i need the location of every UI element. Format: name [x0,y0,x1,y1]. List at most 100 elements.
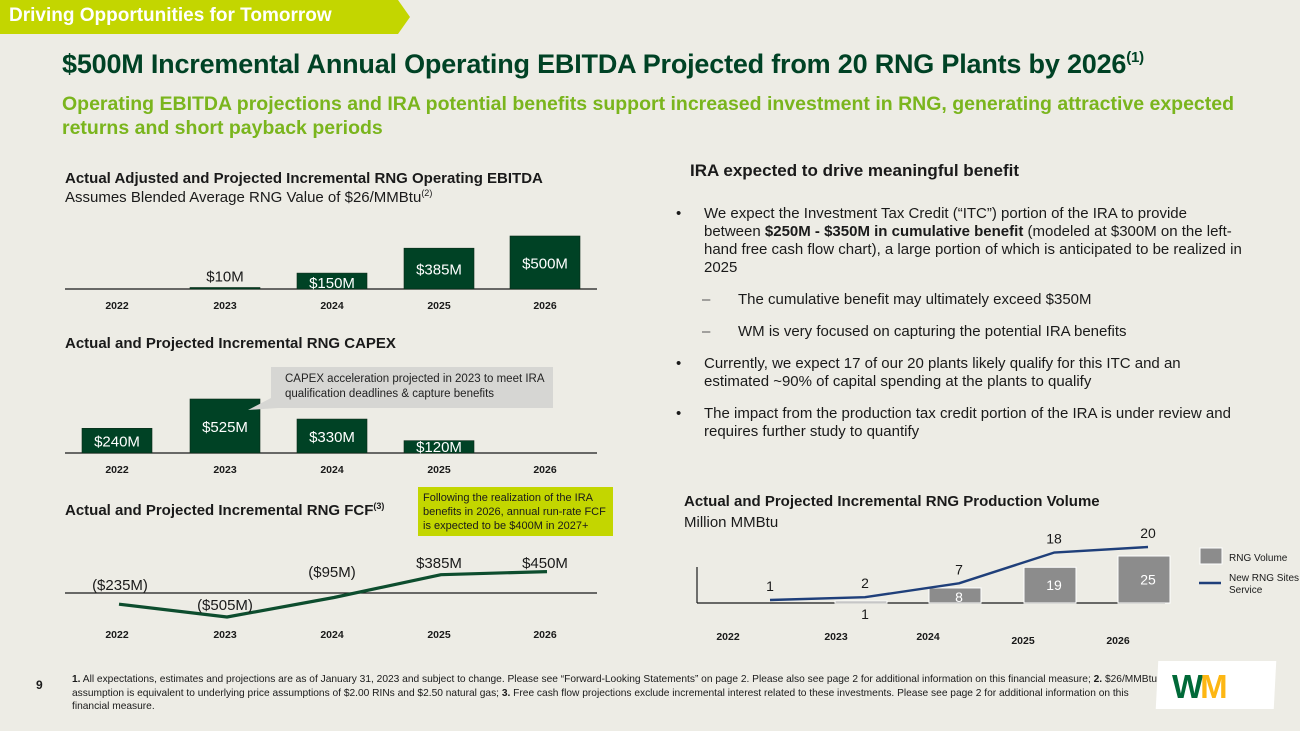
ebitda-chart-subtitle: Assumes Blended Average RNG Value of $26… [65,188,432,206]
ebitda-data-label: $150M [309,275,355,292]
ira-bullet-1: • We expect the Investment Tax Credit (“… [676,205,1246,277]
volume-bar-label: 1 [861,606,869,622]
capex-chart: $240M 2022 $525M 2023 $330M 2024 $120M 2025 2026 [65,398,597,476]
ira-bullet-1-bold: $250M - $350M in cumulative benefit [764,223,1024,240]
bullet-icon: • [676,405,682,422]
legend-swatch-rng-volume [1199,547,1223,565]
wm-logo-m: M [1200,668,1227,705]
ira-sub-bullet-2-text: WM is very focused on capturing the pote… [738,323,1127,340]
ira-sub-bullet-1: – The cumulative benefit may ultimately … [676,291,1246,309]
ebitda-data-label: $500M [522,256,568,273]
wm-logo-w: W [1172,668,1203,705]
fcf-title-text: Actual and Projected Incremental RNG FCF [65,502,374,519]
volume-x-tick-label: 2026 [1106,635,1130,647]
banner-shape [0,0,410,34]
page-title: $500M Incremental Annual Operating EBITD… [62,49,1144,80]
capex-data-label: $525M [202,419,248,436]
fcf-x-tick-label: 2025 [427,629,451,641]
capex-callout-pointer [248,398,278,410]
capex-data-label: $120M [416,439,462,456]
capex-data-label: $240M [94,434,140,451]
page-number: 9 [36,678,43,692]
ira-bullet-1-text-b: (modeled at $300M on the left-hand free … [704,223,1242,276]
capex-bar-2024 [296,418,368,454]
capex-x-tick-label: 2022 [105,464,129,476]
ira-heading: IRA expected to drive meaningful benefit [690,161,1020,180]
capex-bar-2023 [189,398,261,454]
ebitda-data-label: $10M [206,269,244,286]
footnote-2-number: 2. [1093,674,1103,685]
volume-bar-2025 [1023,566,1077,604]
fcf-chart-title: Actual and Projected Incremental RNG FCF… [65,501,384,519]
sites-line [769,545,1149,602]
fcf-line [118,570,548,619]
ebitda-subtitle-text: Assumes Blended Average RNG Value of $26… [65,189,422,206]
ira-bullet-3-text: The impact from the production tax credi… [704,405,1231,440]
footnote-3-number: 3. [501,687,511,699]
capex-data-label: $330M [309,429,355,446]
footnotes: 1. All expectations, estimates and proje… [72,673,1162,714]
page-title-text: $500M Incremental Annual Operating EBITD… [62,49,1127,79]
ira-sub-bullet-2: – WM is very focused on capturing the po… [676,323,1246,341]
volume-bar-label: 25 [1140,572,1156,588]
ira-bullet-2-text: Currently, we expect 17 of our 20 plants… [704,355,1181,390]
footnote-2: $26/MMBtu assumption is equivalent to un… [72,674,1158,699]
ebitda-x-tick-label: 2026 [533,300,557,312]
fcf-footnote-ref: (3) [373,501,385,511]
page-subtitle: Operating EBITDA projections and IRA pot… [62,93,1235,139]
fcf-data-label: $450M [522,555,568,572]
footnote-3: Free cash flow projections exclude incre… [72,687,1129,713]
bullet-icon: • [676,205,682,222]
footnote-1-number: 1. [72,674,81,685]
capex-chart-title: Actual and Projected Incremental RNG CAP… [65,335,396,352]
title-footnote-ref: (1) [1126,49,1144,66]
wm-logo: WM [1172,668,1228,706]
ebitda-footnote-ref: (2) [421,188,433,198]
banner-text: Driving Opportunities for Tomorrow [9,5,332,26]
volume-x-tick-label: 2023 [824,631,848,643]
volume-bar-2026 [1117,555,1171,604]
bullet-icon: • [676,355,682,372]
volume-chart-title: Actual and Projected Incremental RNG Pro… [684,493,1100,510]
ebitda-bar-2023 [189,287,261,290]
ebitda-data-label: $385M [416,262,462,279]
ebitda-x-tick-label: 2024 [320,300,344,312]
sites-line-label: 18 [1046,531,1062,547]
ebitda-bar-2026 [509,235,581,290]
capex-x-tick-label: 2025 [427,464,451,476]
sites-line-label: 2 [861,575,869,591]
ebitda-bar-2025 [403,247,475,290]
dash-icon: – [702,323,711,340]
fcf-data-label: $385M [416,555,462,572]
fcf-data-label: ($95M) [308,564,356,581]
fcf-callout: Following the realization of the IRA ben… [418,487,613,536]
volume-bar-label: 19 [1046,577,1062,593]
ira-bullet-3: • The impact from the production tax cre… [676,405,1246,441]
dash-icon: – [702,291,711,308]
capex-bar-2022 [81,428,153,454]
fcf-chart: ($235M) ($505M) ($95M) $385M $450M 2022 2023 20… [65,555,597,641]
volume-bar-2024 [928,587,982,604]
footnote-1: All expectations, estimates and projecti… [80,674,1094,685]
volume-x-tick-label: 2022 [716,631,740,643]
fcf-x-tick-label: 2022 [105,629,129,641]
section-banner: Driving Opportunities for Tomorrow [0,0,410,34]
ebitda-x-tick-label: 2025 [427,300,451,312]
volume-x-tick-label: 2025 [1011,635,1035,647]
legend-label-sites-line2: Service [1229,585,1263,596]
volume-bar-label: 8 [955,589,963,605]
capex-x-tick-label: 2024 [320,464,344,476]
ira-bullet-list: • We expect the Investment Tax Credit (“… [676,205,1246,455]
sites-line-label: 7 [955,561,963,577]
ira-sub-bullet-1-text: The cumulative benefit may ultimately ex… [738,291,1092,308]
legend-label-rng-volume: RNG Volume [1229,553,1288,564]
fcf-data-label: ($235M) [92,577,148,594]
capex-callout: CAPEX acceleration projected in 2023 to … [271,367,553,408]
fcf-data-label: ($505M) [197,597,253,614]
volume-chart-subtitle: Million MMBtu [684,514,779,531]
fcf-x-tick-label: 2023 [213,629,237,641]
sites-line-label: 1 [766,578,774,594]
sites-line-label: 20 [1140,525,1156,541]
ebitda-x-tick-label: 2023 [213,300,237,312]
